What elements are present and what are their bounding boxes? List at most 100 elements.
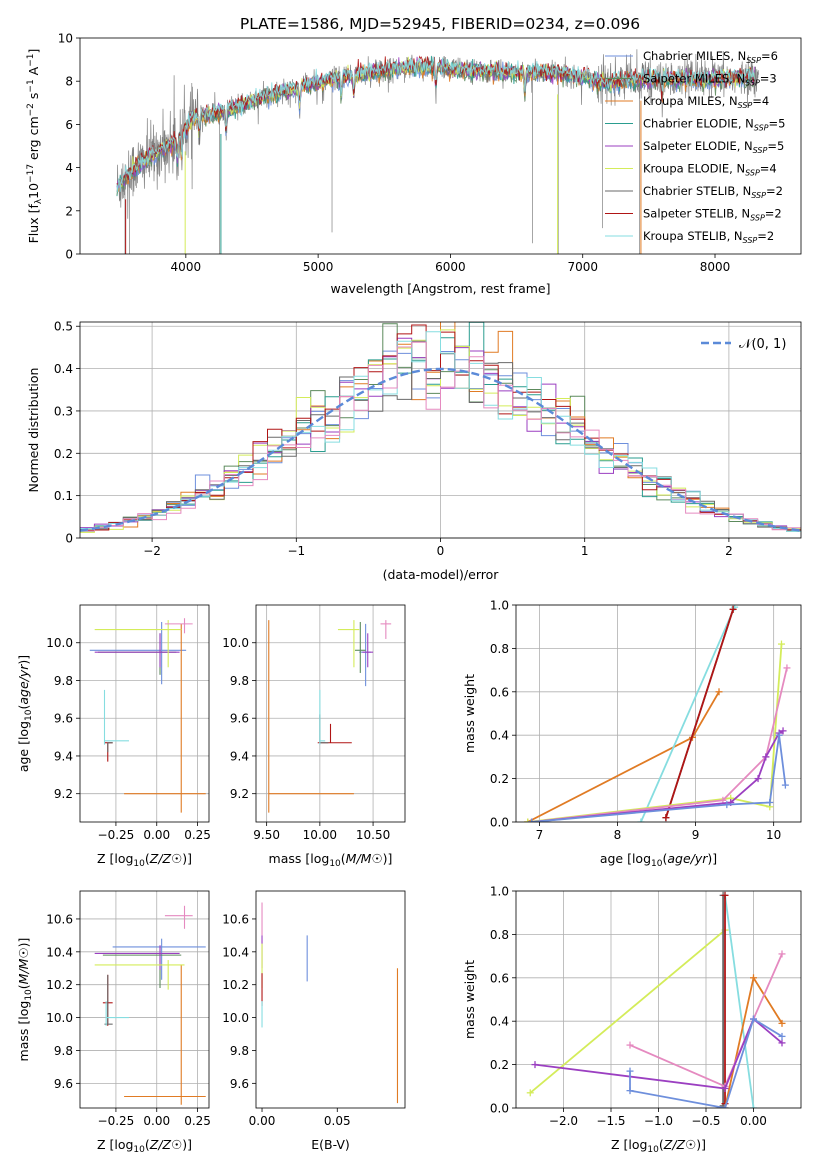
y-tick-label: 0.8 — [490, 928, 509, 942]
y-tick-label: 9.8 — [54, 1044, 73, 1058]
y-tick-label: 0.6 — [490, 685, 509, 699]
y-tick-label: 10.2 — [222, 978, 249, 992]
legend-label: Chabrier STELIB, NSSP=2 — [643, 184, 783, 200]
chart-age_vs_Z: −0.25 0.00 0.25 9.2 9.4 9.6 9.8 10.0 Z [log10(Z/… — [16, 604, 211, 869]
mass-weight-line — [640, 606, 736, 822]
x-tick-label: −1.0 — [644, 1114, 673, 1128]
plot-area-mass_vs_Z — [94, 905, 206, 1105]
y-tick-label: 9.6 — [54, 712, 73, 726]
x-tick-label: 0.05 — [324, 1114, 351, 1128]
axes-frame — [515, 890, 802, 1109]
x-tick-label: −1.5 — [596, 1114, 625, 1128]
y-axis-label: age [log10(age/yr)] — [16, 655, 34, 772]
x-axis-label: E(B-V) — [311, 1137, 350, 1152]
chart-massweight_vs_Z: −2.0 −1.5 −1.0 −0.5 0.00 0.0 0.2 0.4 0.6 0.8 1.0 Z … — [462, 885, 802, 1155]
axes-frame — [515, 604, 802, 823]
legend-label: Salpeter MILES, NSSP=3 — [643, 72, 777, 88]
y-tick-label: 0.4 — [490, 729, 509, 743]
x-tick-label: 8000 — [700, 260, 731, 274]
y-tick-label: 9.4 — [230, 749, 249, 763]
figure-title: PLATE=1586, MJD=52945, FIBERID=0234, z=0… — [240, 15, 640, 33]
x-axis-label: mass [log10(M/M☉)] — [269, 851, 393, 869]
x-tick-label: −2.0 — [549, 1114, 578, 1128]
y-tick-label: 10.4 — [46, 945, 73, 959]
plot-area-spectrum — [116, 49, 759, 254]
y-tick-label: 9.6 — [230, 712, 249, 726]
y-tick-label: 6 — [65, 118, 73, 132]
axes-frame — [79, 604, 210, 823]
y-tick-label: 0.2 — [490, 772, 509, 786]
chart-massweight_vs_age: 7 8 9 10 0.0 0.2 0.4 0.6 0.8 1.0 age [log10(age/yr… — [462, 599, 802, 869]
plot-area-mass_vs_EBV — [261, 902, 399, 1104]
y-tick-label: 10.0 — [222, 1011, 249, 1025]
chart-mass_vs_EBV: 0.00 0.05 9.6 9.8 10.0 10.2 10.4 10.6 E(B-V) — [222, 890, 406, 1152]
legend-label: Salpeter ELODIE, NSSP=5 — [643, 139, 784, 155]
y-tick-label: 4 — [65, 161, 73, 175]
y-tick-label: 0.3 — [54, 404, 73, 418]
y-tick-label: 0.8 — [490, 642, 509, 656]
plot-area-massweight_vs_Z — [526, 891, 786, 1108]
x-tick-label: 5000 — [303, 260, 334, 274]
axes-frame — [79, 37, 802, 255]
y-tick-label: 8 — [65, 75, 73, 89]
y-tick-label: 9.8 — [54, 674, 73, 688]
axes-spectrum: 4000 5000 6000 7000 8000 0 2 4 6 8 10 Chabrier MILE… — [26, 32, 802, 296]
residual-histogram — [80, 340, 801, 531]
chart-residuals: −2 −1 0 1 2 0 0.1 0.2 0.3 0.4 0.5 𝒩(0, 1) (data-mode… — [26, 320, 802, 582]
plot-area-age_vs_Z — [89, 618, 206, 813]
y-axis-label: Normed distribution — [26, 368, 41, 493]
x-tick-label: 0.25 — [184, 1114, 211, 1128]
y-tick-label: 9.6 — [230, 1077, 249, 1091]
y-tick-label: 0 — [65, 532, 73, 546]
x-axis-label: Z [log10(Z/Z☉)] — [611, 1137, 706, 1155]
x-tick-label: 0 — [437, 544, 445, 558]
legend-label: Kroupa MILES, NSSP=4 — [643, 94, 769, 110]
y-tick-label: 0.4 — [54, 362, 73, 376]
spectrum-model-line — [116, 56, 755, 193]
x-tick-label: 10.50 — [356, 828, 390, 842]
mass-weight-line — [531, 667, 788, 822]
legend-label: Chabrier MILES, NSSP=6 — [643, 49, 778, 65]
y-tick-label: 10.4 — [222, 945, 249, 959]
x-tick-label: 0.25 — [184, 828, 211, 842]
x-tick-label: 9.50 — [253, 828, 280, 842]
y-tick-label: 0.0 — [490, 816, 509, 830]
mass-weight-line — [529, 929, 726, 1094]
grid-mass_vs_Z — [80, 891, 209, 1108]
axes-massweight_vs_Z: −2.0 −1.5 −1.0 −0.5 0.00 0.0 0.2 0.4 0.6 0.8 1.0 Z … — [462, 885, 802, 1155]
x-tick-label: 4000 — [171, 260, 202, 274]
chart-age_vs_mass: 9.50 10.00 10.50 9.2 9.4 9.6 9.8 10.0 mass [log1… — [222, 604, 406, 869]
residual-histogram — [80, 331, 801, 532]
y-tick-label: 2 — [65, 204, 73, 218]
axes-mass_vs_EBV: 0.00 0.05 9.6 9.8 10.0 10.2 10.4 10.6 E(B-V) — [222, 890, 406, 1152]
y-tick-label: 0 — [65, 248, 73, 262]
mass-weight-line — [724, 895, 755, 1108]
x-tick-label: 9 — [692, 828, 700, 842]
mass-weight-line — [629, 1017, 783, 1108]
y-tick-label: 0.0 — [490, 1102, 509, 1116]
y-tick-label: 9.4 — [54, 749, 73, 763]
y-tick-label: 10.6 — [222, 912, 249, 926]
x-tick-label: 1 — [581, 544, 589, 558]
y-axis-label: mass weight — [462, 960, 477, 1039]
x-tick-label: 6000 — [435, 260, 466, 274]
axes-frame — [255, 890, 406, 1109]
x-axis-label: wavelength [Angstrom, rest frame] — [330, 281, 550, 296]
y-tick-label: 10.6 — [46, 912, 73, 926]
y-tick-label: 10.0 — [46, 1011, 73, 1025]
x-axis-label: age [log10(age/yr)] — [600, 851, 717, 869]
y-tick-label: 10.0 — [222, 636, 249, 650]
y-tick-label: 9.8 — [230, 1044, 249, 1058]
legend-label: Kroupa STELIB, NSSP=2 — [643, 229, 774, 245]
x-axis-label: Z [log10(Z/Z☉)] — [97, 1137, 192, 1155]
x-tick-label: 8 — [614, 828, 622, 842]
y-axis-label: mass weight — [462, 674, 477, 753]
x-tick-label: 2 — [725, 544, 733, 558]
x-tick-label: −1 — [287, 544, 305, 558]
y-tick-label: 0.2 — [490, 1058, 509, 1072]
legend-label: Kroupa ELODIE, NSSP=4 — [643, 162, 777, 178]
axes-massweight_vs_age: 7 8 9 10 0.0 0.2 0.4 0.6 0.8 1.0 age [log10(age/yr… — [462, 599, 802, 869]
x-tick-label: −0.25 — [98, 828, 135, 842]
y-tick-label: 0.2 — [54, 447, 73, 461]
